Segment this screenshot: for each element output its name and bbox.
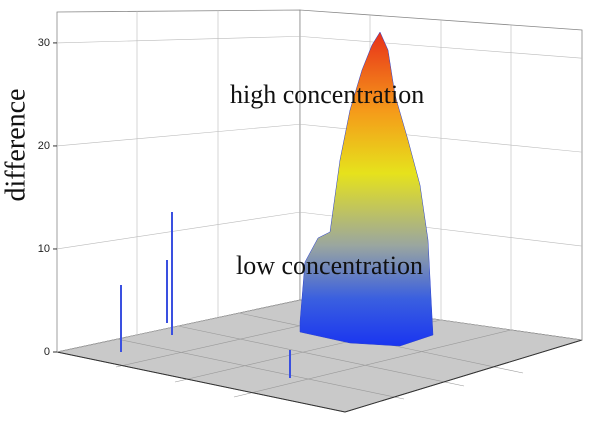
- annotation: high concentration: [230, 80, 424, 109]
- grid-line: [56, 299, 301, 353]
- z-tick-label: 0: [44, 346, 50, 358]
- grid-line: [299, 36, 583, 59]
- plot-box: [56, 9, 583, 413]
- spikes: [120, 212, 291, 378]
- surface: [120, 31, 434, 378]
- left-wall: [56, 9, 301, 353]
- z-axis-label: difference: [0, 89, 31, 202]
- surface-body: [299, 31, 434, 347]
- z-tick-label: 20: [38, 140, 50, 152]
- grid-line: [56, 36, 301, 44]
- grid-line: [56, 123, 301, 147]
- x-axis: [56, 351, 346, 413]
- y-axis: [344, 339, 583, 413]
- z-tick-label: 30: [38, 37, 50, 49]
- grid-line: [56, 211, 301, 250]
- annotation: low concentration: [236, 251, 423, 280]
- z-tick-label: 10: [38, 243, 50, 255]
